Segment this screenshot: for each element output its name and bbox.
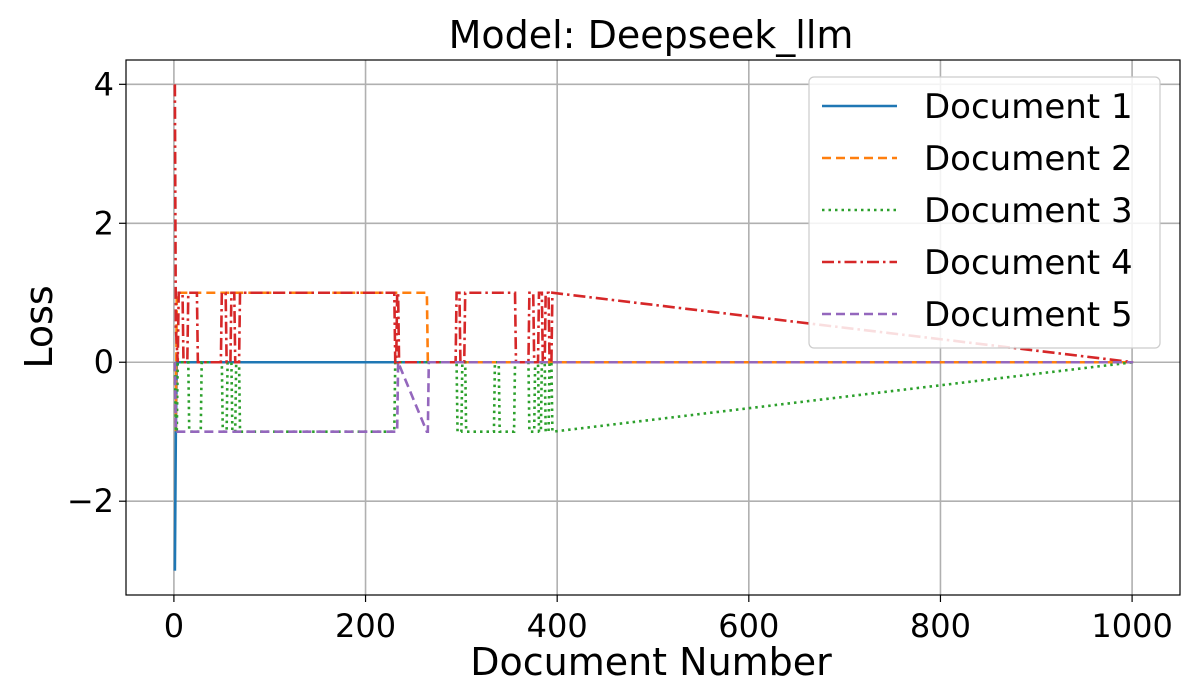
x-tick-label: 800 [910, 607, 971, 645]
legend-label-document-2: Document 2 [924, 139, 1133, 179]
y-axis-label: Loss [17, 285, 61, 368]
x-axis-ticks: 0 200 400 600 800 1000 [164, 595, 1173, 645]
legend: Document 1 Document 2 Document 3 Document 4… [808, 76, 1161, 349]
y-tick-label: −2 [67, 482, 114, 520]
legend-box [808, 76, 1161, 349]
x-tick-label: 1000 [1091, 607, 1172, 645]
series-lines [173, 84, 1134, 571]
y-tick-label: 0 [94, 343, 114, 381]
x-tick-label: 600 [718, 607, 779, 645]
x-tick-label: 200 [335, 607, 396, 645]
y-axis-ticks: −2 0 2 4 [67, 65, 126, 520]
plot-frame [125, 59, 1181, 596]
y-tick-label: 2 [94, 204, 114, 242]
x-tick-label: 0 [164, 607, 184, 645]
y-tick-label: 4 [94, 65, 114, 103]
series-line-document-4 [173, 84, 1134, 364]
series-line-document-1 [173, 360, 1134, 571]
legend-label-document-3: Document 3 [924, 191, 1133, 231]
legend-label-document-5: Document 5 [924, 295, 1133, 335]
x-axis-label: Document Number [470, 640, 832, 684]
series-line-document-5 [173, 360, 1134, 434]
legend-label-document-4: Document 4 [924, 243, 1133, 283]
legend-label-document-1: Document 1 [924, 87, 1133, 127]
x-tick-label: 400 [527, 607, 588, 645]
series-line-document-3 [173, 360, 1134, 434]
chart-title: Model: Deepseek_llm [449, 13, 854, 57]
